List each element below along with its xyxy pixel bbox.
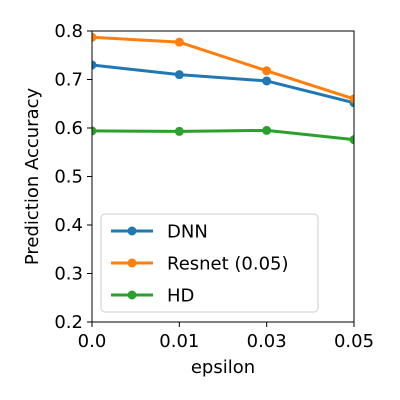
series-layer bbox=[92, 32, 354, 145]
data-point bbox=[262, 66, 272, 76]
y-tick-label: 0.2 bbox=[54, 312, 83, 333]
legend: DNN Resnet (0.05) HD bbox=[100, 213, 319, 313]
data-point bbox=[92, 60, 97, 70]
y-tick-label: 0.7 bbox=[54, 70, 83, 91]
data-point bbox=[92, 126, 97, 136]
data-point bbox=[349, 135, 354, 145]
y-tick-label: 0.6 bbox=[54, 118, 83, 139]
legend-label: DNN bbox=[167, 222, 208, 243]
legend-marker bbox=[127, 290, 137, 300]
y-axis-label: Prediction Accuracy bbox=[22, 87, 43, 265]
data-point bbox=[92, 32, 97, 42]
y-tick-label: 0.8 bbox=[54, 21, 83, 42]
legend-marker bbox=[127, 258, 137, 268]
legend-label: Resnet (0.05) bbox=[167, 254, 289, 275]
x-tick-label: 0.05 bbox=[334, 331, 374, 352]
y-axis: 0.2 0.3 0.4 0.5 0.6 0.7 0.8 bbox=[54, 21, 92, 333]
series-line-1 bbox=[92, 35, 354, 101]
data-point bbox=[262, 125, 272, 135]
x-axis: 0.0 0.01 0.03 0.05 bbox=[78, 322, 374, 352]
data-point bbox=[174, 70, 184, 80]
x-tick-label: 0.01 bbox=[159, 331, 199, 352]
data-point bbox=[262, 76, 272, 86]
y-tick-label: 0.4 bbox=[54, 215, 83, 236]
data-point bbox=[174, 37, 184, 47]
data-point bbox=[349, 94, 354, 104]
legend-marker bbox=[127, 226, 137, 236]
data-point bbox=[174, 126, 184, 136]
y-tick-label: 0.5 bbox=[54, 167, 83, 188]
series-line-2 bbox=[92, 128, 354, 142]
x-tick-label: 0.03 bbox=[247, 331, 287, 352]
x-tick-label: 0.0 bbox=[78, 331, 107, 352]
x-axis-label: epsilon bbox=[191, 357, 255, 378]
y-tick-label: 0.3 bbox=[54, 264, 83, 285]
legend-box bbox=[100, 213, 319, 313]
series-line-0 bbox=[92, 63, 354, 105]
legend-label: HD bbox=[167, 286, 194, 307]
